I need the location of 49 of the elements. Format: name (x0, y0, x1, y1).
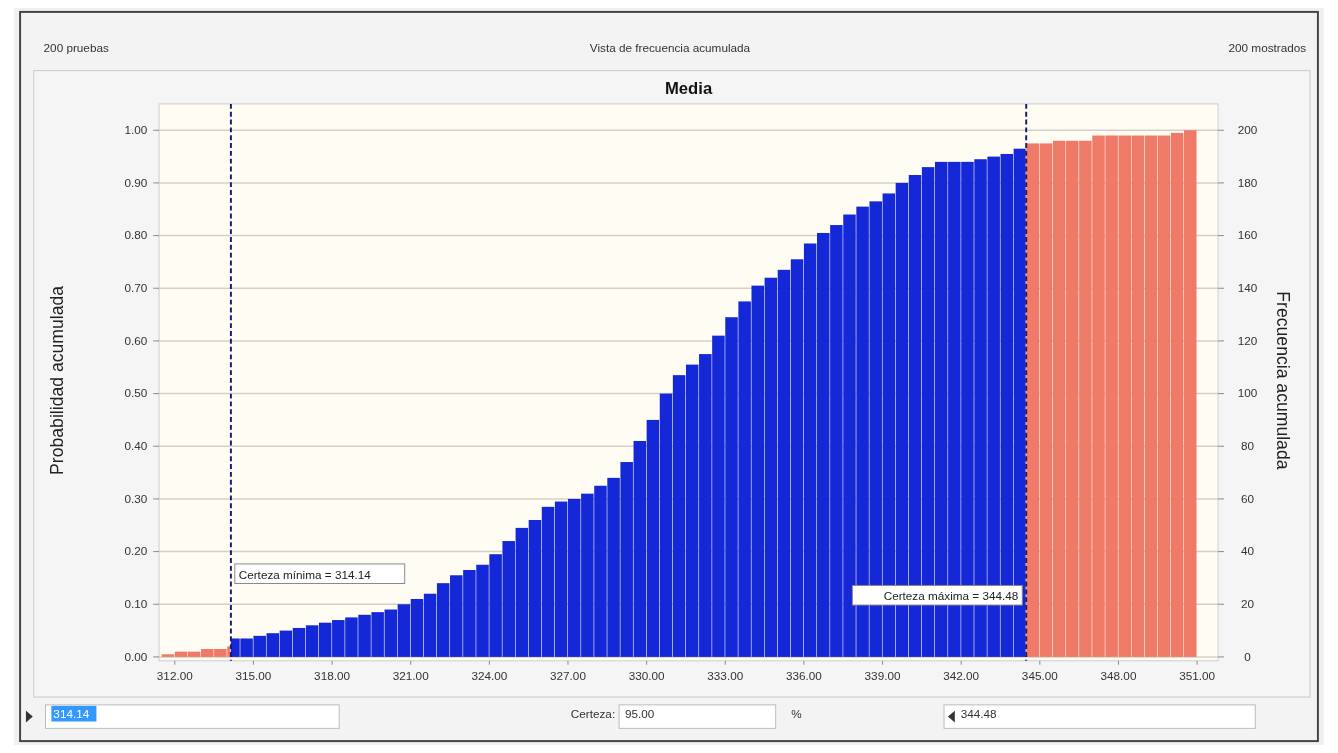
y-tick-label: 1.00 (124, 123, 148, 137)
y-tick-label: 0.40 (124, 439, 148, 453)
y-tick-label: 0.50 (124, 386, 148, 400)
y-tick-label: 0.60 (124, 333, 148, 347)
ref-line-label: Certeza mínima = 314.14 (238, 567, 372, 581)
chart-title: Media (665, 79, 713, 99)
x-tick-label: 339.00 (864, 669, 901, 683)
y-tick-label: 0.90 (124, 175, 148, 189)
y-tick-label: 0.00 (124, 649, 148, 663)
y2-tick-label: 0 (1244, 649, 1252, 663)
y2-axis-title: Frecuencia acumulada (1272, 291, 1293, 470)
y-tick-label: 0.30 (124, 491, 148, 505)
x-tick-label: 312.00 (156, 669, 194, 683)
x-tick-label: 327.00 (550, 669, 587, 683)
ref-line-label: Certeza máxima = 344.48 (883, 589, 1019, 603)
x-tick-label: 321.00 (392, 669, 430, 683)
text: 314.14 (53, 706, 90, 720)
text: 344.48 (960, 706, 998, 720)
y2-tick-label: 120 (1237, 333, 1258, 347)
x-tick-label: 330.00 (628, 669, 666, 683)
text: 200 mostrados (1228, 41, 1307, 55)
x-tick-label: 351.00 (1179, 669, 1216, 683)
x-tick-label: 336.00 (785, 669, 823, 683)
text: 95.00 (624, 706, 655, 720)
text: 200 pruebas (43, 41, 109, 55)
y2-tick-label: 160 (1237, 228, 1258, 242)
text: Certeza: (570, 706, 616, 720)
text: % (791, 706, 803, 720)
y2-tick-label: 80 (1240, 439, 1255, 453)
y-tick-label: 0.20 (124, 544, 148, 558)
y2-tick-label: 200 (1237, 123, 1258, 137)
x-tick-label: 342.00 (943, 669, 980, 683)
x-tick-label: 345.00 (1021, 669, 1059, 683)
y2-tick-label: 180 (1237, 175, 1258, 189)
y2-tick-label: 60 (1240, 491, 1255, 505)
x-tick-label: 333.00 (707, 669, 744, 683)
x-tick-label: 315.00 (235, 669, 272, 683)
y2-tick-label: 40 (1240, 544, 1255, 558)
x-tick-label: 324.00 (471, 669, 508, 683)
y-axis-title: Probabilidad acumulada (47, 285, 68, 475)
y2-tick-label: 140 (1237, 281, 1258, 295)
y-tick-label: 0.10 (124, 597, 148, 611)
y2-tick-label: 100 (1237, 386, 1258, 400)
y-tick-label: 0.70 (124, 281, 148, 295)
y2-tick-label: 20 (1240, 597, 1255, 611)
y-tick-label: 0.80 (124, 228, 148, 242)
x-tick-label: 348.00 (1100, 669, 1137, 683)
text: Vista de frecuencia acumulada (589, 41, 751, 55)
x-tick-label: 318.00 (314, 669, 351, 683)
